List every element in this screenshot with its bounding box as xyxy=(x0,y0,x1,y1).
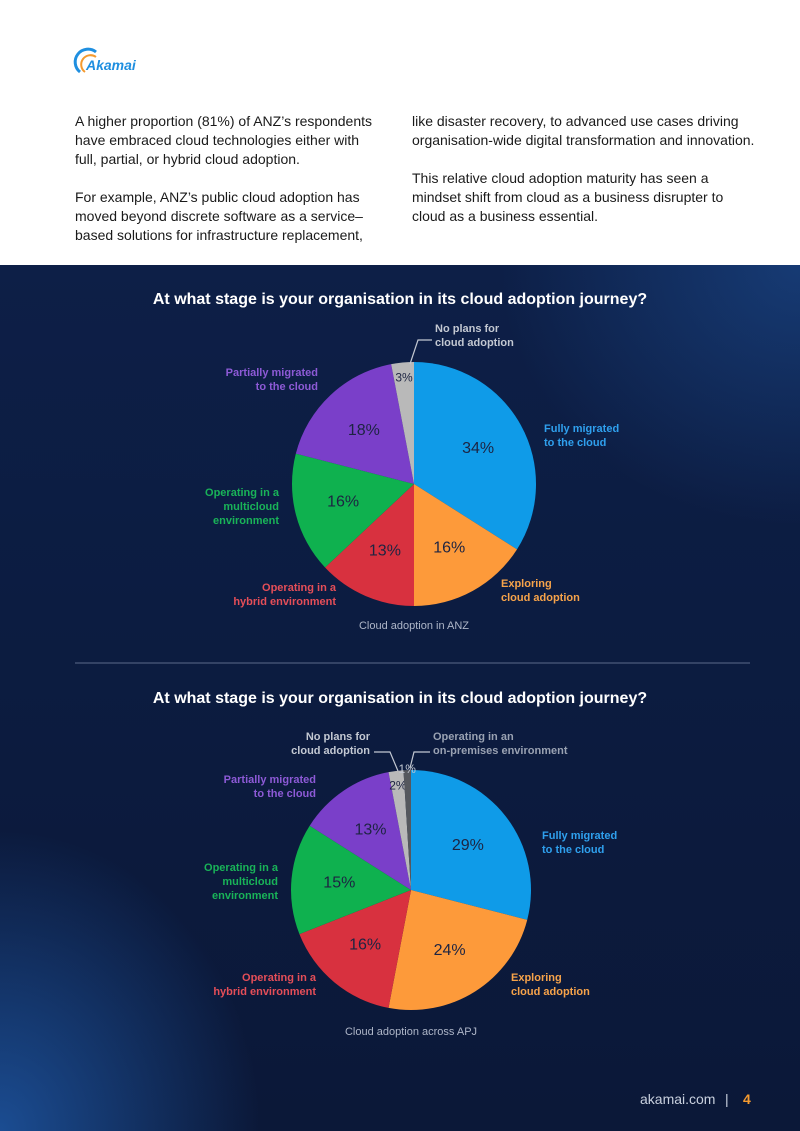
leader-line xyxy=(409,339,432,365)
pie-slice xyxy=(403,770,411,890)
value-label: 16% xyxy=(433,539,465,556)
paragraph: This relative cloud adoption maturity ha… xyxy=(412,170,724,224)
value-label: 1% xyxy=(399,762,417,776)
value-label: 13% xyxy=(369,542,401,559)
leader-line xyxy=(409,751,430,769)
footer-site: akamai.com xyxy=(640,1091,716,1107)
pie-slice xyxy=(295,364,414,484)
logo-arc xyxy=(73,47,97,74)
pie-slice xyxy=(414,362,536,550)
value-label: 34% xyxy=(462,440,494,457)
pie-slice xyxy=(309,772,411,890)
category-label: Operating in an on-premises environment xyxy=(433,731,568,757)
paragraph: For example, ANZ’s public cloud adoption… xyxy=(75,189,363,243)
page-number: 4 xyxy=(743,1091,751,1107)
pie-slice xyxy=(411,770,531,920)
category-label: Fully migrated to the cloud xyxy=(544,423,620,449)
pie-slice xyxy=(414,484,518,606)
category-label: Exploring cloud adoption xyxy=(511,972,590,998)
category-label: Operating in a hybrid environment xyxy=(233,582,336,608)
category-label: Partially migrated to the cloud xyxy=(223,774,316,800)
category-label: Operating in a multicloud environment xyxy=(205,487,279,527)
logo-arc xyxy=(80,54,97,73)
pie-slice xyxy=(388,890,528,1010)
value-label: 13% xyxy=(355,822,387,839)
category-label: Partially migrated to the cloud xyxy=(225,367,318,393)
category-label: No plans for cloud adoption xyxy=(435,323,514,349)
chart-caption: Cloud adoption in ANZ xyxy=(358,620,470,632)
value-label: 16% xyxy=(349,937,381,954)
pie-slice xyxy=(388,770,411,890)
category-label: Operating in a hybrid environment xyxy=(213,972,316,998)
footer-separator: | xyxy=(725,1091,729,1107)
pie-slice xyxy=(292,453,414,568)
leader-line xyxy=(374,751,399,772)
chart-title: At what stage is your organisation in it… xyxy=(152,690,648,707)
paragraph: like disaster recovery, to advanced use … xyxy=(412,113,755,148)
value-label: 18% xyxy=(348,422,380,439)
category-label: Fully migrated to the cloud xyxy=(542,830,618,856)
pie-slice xyxy=(391,362,414,484)
category-label: Operating in a multicloud environment xyxy=(204,862,278,902)
chart-caption: Cloud adoption across APJ xyxy=(344,1026,478,1038)
pie-slice xyxy=(299,890,411,1008)
value-label: 16% xyxy=(327,493,359,510)
pie-slice xyxy=(291,825,411,935)
value-label: 15% xyxy=(323,874,355,891)
chart-title: At what stage is your organisation in it… xyxy=(152,291,648,308)
value-label: 3% xyxy=(395,371,413,385)
value-label: 24% xyxy=(434,942,466,959)
value-label: 29% xyxy=(452,837,484,854)
logo: Akamai xyxy=(85,57,137,73)
pie-slice xyxy=(325,484,414,606)
category-label: No plans for cloud adoption xyxy=(291,731,370,757)
paragraph: A higher proportion (81%) of ANZ’s respo… xyxy=(75,113,373,167)
category-label: Exploring cloud adoption xyxy=(501,578,580,604)
value-label: 2% xyxy=(389,779,407,793)
